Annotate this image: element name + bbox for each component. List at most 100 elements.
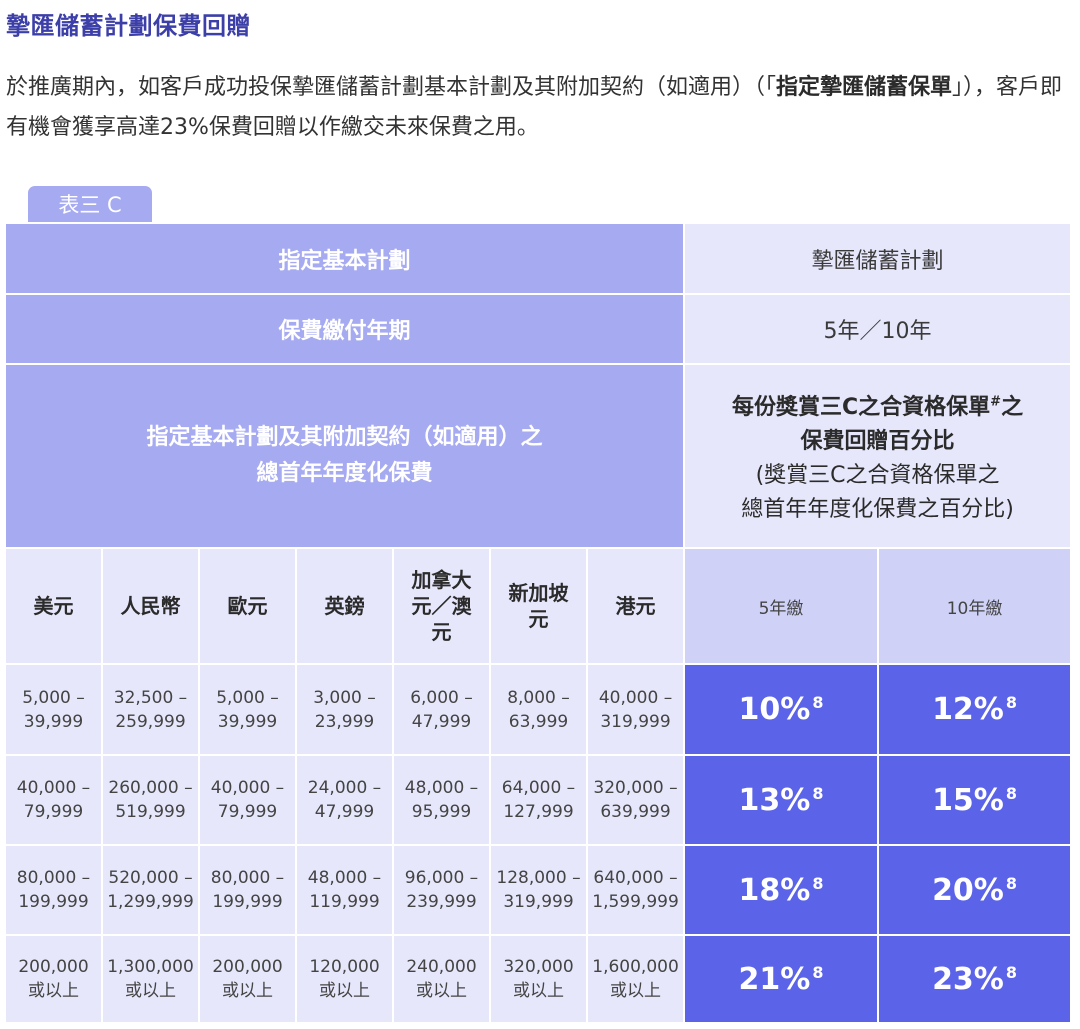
rebate-header-line3: (獎賞三C之合資格保單之 — [755, 462, 1000, 488]
rebate-percentage: 15% — [932, 782, 1004, 818]
range-lower: 128,000 – — [496, 868, 581, 888]
range-lower: 640,000 – — [593, 868, 678, 888]
annualized-premium-label: 指定基本計劃及其附加契約（如適用）之 總首年年度化保費 — [3, 363, 686, 549]
rebate-header-line1-end: 之 — [1001, 394, 1024, 420]
intro-text-2: 」），客戶即有機會獲享高達23%保費回贈以作繳交未來保費之用。 — [6, 75, 1063, 140]
range-upper: 127,999 — [503, 802, 574, 822]
premium-range-cell: 200,000 或以上 — [198, 934, 297, 1024]
rebate-header-line1-text: 每份獎賞三C之合資格保單 — [732, 394, 991, 420]
rebate-header-line4: 總首年年度化保費之百分比) — [741, 496, 1014, 522]
range-lower: 80,000 – — [16, 868, 91, 888]
rebate-percentage: 20% — [932, 872, 1004, 908]
range-upper: 119,999 — [309, 892, 380, 912]
range-upper: 47,999 — [314, 802, 375, 822]
range-upper: 或以上 — [513, 981, 564, 1001]
currency-header-cad-aud: 加拿大元／澳元 — [392, 547, 491, 665]
table-row: 80,000 –199,999 520,000 –1,299,999 80,000 … — [4, 844, 1073, 936]
currency-header-sgd-text: 新加坡元 — [508, 581, 569, 631]
range-lower: 40,000 – — [16, 778, 91, 798]
rebate-10yr-cell: 20% 8 — [877, 844, 1073, 936]
range-upper: 319,999 — [600, 711, 671, 732]
range-upper: 79,999 — [217, 802, 278, 822]
range-lower: 48,000 – — [307, 868, 382, 888]
range-upper: 或以上 — [416, 981, 467, 1001]
footnote-marker: 8 — [812, 783, 824, 803]
premium-range-cell: 96,000 – 239,999 — [392, 844, 491, 936]
range-lower: 40,000 – — [598, 687, 673, 708]
range-lower: 320,000 – — [593, 778, 678, 798]
rebate-percentage: 23% — [932, 961, 1004, 997]
range-lower: 5,000 – — [216, 687, 279, 708]
premium-range-cell: 24,000 – 47,999 — [295, 754, 394, 846]
annualized-premium-label-line1: 指定基本計劃及其附加契約（如適用）之 — [146, 425, 543, 450]
range-upper: 39,999 — [23, 711, 84, 732]
range-lower: 1,600,000 — [592, 957, 679, 977]
premium-range-cell: 6,000 – 47,999 — [392, 663, 491, 756]
range-lower: 8,000 – — [507, 687, 570, 708]
range-lower: 200,000 — [212, 957, 283, 977]
range-lower: 120,000 — [309, 957, 380, 977]
table-tab-label: 表三 C — [28, 186, 152, 222]
footnote-marker: 8 — [1005, 873, 1018, 893]
range-upper: 或以上 — [28, 981, 79, 1001]
rebate-percentage: 10% — [738, 692, 811, 727]
range-upper: 519,999 — [115, 802, 186, 822]
range-upper: 39,999 — [217, 711, 278, 732]
currency-header-hkd: 港元 — [585, 547, 686, 665]
premium-range-cell: 3,000 – 23,999 — [295, 663, 394, 756]
rebate-header-line2: 保費回贈百分比 — [800, 428, 955, 454]
currency-header-gbp: 英鎊 — [295, 547, 394, 665]
premium-range-cell: 80,000 – 199,999 — [4, 844, 103, 936]
premium-range-cell: 5,000 – 39,999 — [4, 663, 103, 756]
range-lower: 260,000 – — [108, 778, 193, 798]
range-upper: 或以上 — [610, 981, 662, 1001]
range-upper: 319,999 — [503, 892, 574, 912]
designated-plan-label: 指定基本計劃 — [3, 222, 686, 295]
range-lower: 1,300,000 — [107, 957, 194, 977]
rebate-percentage: 13% — [738, 782, 811, 818]
range-upper: 23,999 — [314, 711, 375, 732]
premium-range-cell: 32,500 – 259,999 — [101, 663, 200, 756]
range-lower: 96,000 – — [404, 868, 479, 888]
rebate-10yr-cell: 15% 8 — [877, 754, 1073, 846]
range-lower: 5,000 – — [22, 687, 85, 708]
currency-header-rmb: 人民幣 — [101, 547, 200, 665]
footnote-marker: 8 — [1005, 693, 1018, 712]
premium-range-cell: 320,000 或以上 — [489, 934, 588, 1024]
range-lower: 40,000 – — [210, 778, 285, 798]
rebate-percentage: 12% — [932, 692, 1004, 727]
premium-range-cell: 320,000 – 639,999 — [585, 754, 686, 846]
rebate-percentage: 21% — [738, 961, 811, 997]
footnote-marker: 8 — [1005, 962, 1018, 982]
range-lower: 320,000 — [503, 957, 574, 977]
payment-term-value: 5年／10年 — [683, 293, 1073, 365]
rebate-percentage-header: 每份獎賞三C之合資格保單#之 保費回贈百分比 (獎賞三C之合資格保單之 總首年年… — [683, 363, 1073, 549]
range-lower: 6,000 – — [410, 687, 473, 708]
premium-range-cell: 520,000 – 1,299,999 — [101, 844, 200, 936]
range-upper: 1,599,999 — [592, 892, 679, 912]
footnote-marker: 8 — [812, 693, 824, 712]
premium-range-cell: 120,000 或以上 — [295, 934, 394, 1024]
premium-range-cell: 260,000 – 519,999 — [101, 754, 200, 846]
range-upper: 1,299,999 — [107, 892, 194, 912]
page-title: 摯匯儲蓄計劃保費回贈 — [6, 12, 251, 40]
range-lower: 3,000 – — [313, 687, 376, 708]
rebate-percentage: 18% — [738, 872, 811, 908]
premium-range-cell: 200,000 或以上 — [4, 934, 103, 1024]
table-row: 40,000 – 79,999 260,000 – 519,999 40,000 – 79… — [4, 754, 1073, 846]
rebate-5yr-cell: 13% 8 — [683, 754, 880, 846]
rebate-5yr-cell: 21% 8 — [683, 934, 880, 1024]
premium-range-cell: 40,000 – 79,999 — [4, 754, 103, 846]
payment-term-label: 保費繳付年期 — [3, 293, 686, 365]
range-lower: 48,000 – — [404, 778, 479, 798]
premium-range-cell: 8,000 – 63,999 — [489, 663, 588, 756]
period-header-5yr: 5年繳 — [683, 547, 880, 665]
rebate-5yr-cell: 10% 8 — [683, 663, 880, 756]
designated-plan-value: 摯匯儲蓄計劃 — [683, 222, 1073, 295]
range-lower: 32,500 – — [113, 687, 188, 708]
premium-rebate-table: 指定基本計劃 摯匯儲蓄計劃 保費繳付年期 5年／10年 指定基本計劃及其附加契約… — [3, 222, 1073, 1024]
footnote-marker: 8 — [812, 873, 824, 893]
table-row: 5,000 – 39,999 32,500 – 259,999 5,000 – 39,99… — [4, 663, 1073, 756]
annualized-premium-label-line2: 總首年年度化保費 — [256, 461, 433, 486]
premium-range-cell: 40,000 – 79,999 — [198, 754, 297, 846]
